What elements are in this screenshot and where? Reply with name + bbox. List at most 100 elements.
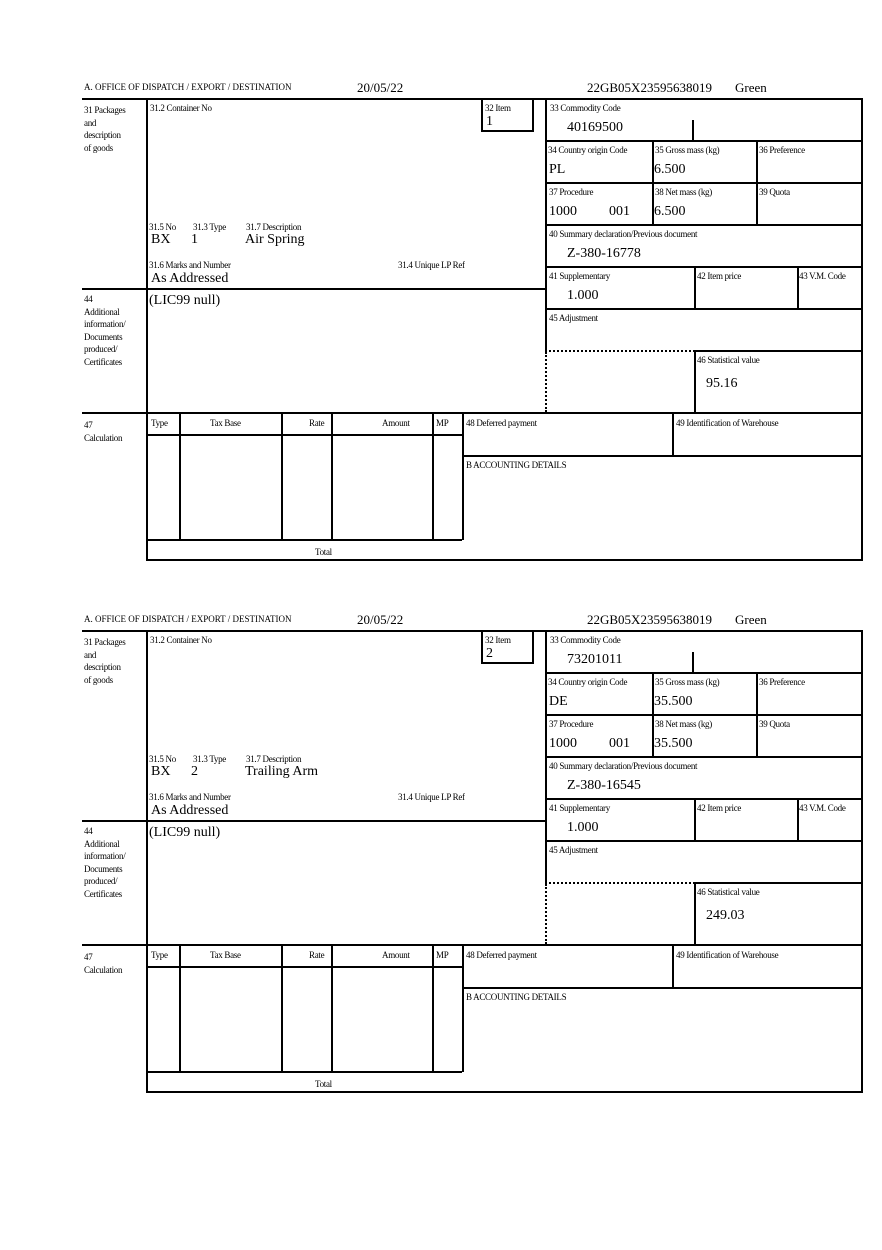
supplementary-label: 41 Supplementary (549, 271, 610, 281)
calc-col-type: Type (151, 950, 168, 960)
divider (146, 559, 863, 561)
accounting-details-label: B ACCOUNTING DETAILS (466, 992, 567, 1002)
gross-mass-label: 35 Gross mass (kg) (655, 677, 720, 687)
divider (146, 539, 462, 541)
divider (797, 798, 799, 841)
unique-lp-label: 31.4 Unique LP Ref (398, 260, 465, 270)
divider (652, 140, 654, 225)
net-mass: 6.500 (654, 204, 686, 219)
divider (694, 882, 862, 884)
divider (545, 308, 862, 310)
unique-lp-label: 31.4 Unique LP Ref (398, 792, 465, 802)
statistical-value: 249.03 (706, 908, 745, 923)
marks-label: 31.6 Marks and Number (149, 260, 231, 270)
calc-col-rate: Rate (309, 950, 325, 960)
supplementary-units: 1.000 (567, 288, 599, 303)
divider (694, 798, 696, 841)
gross-mass: 6.500 (654, 162, 686, 177)
package-no: BX (151, 232, 171, 247)
divider (146, 98, 148, 561)
divider (545, 798, 862, 800)
divider (146, 1091, 863, 1093)
type-label: 31.3 Type (193, 222, 227, 232)
label-line: 47 (84, 420, 93, 430)
net-mass-label: 38 Net mass (kg) (655, 187, 712, 197)
supplementary-units: 1.000 (567, 820, 599, 835)
divider (545, 672, 862, 674)
label-line: Documents (84, 863, 123, 874)
box31-label: 31 Packages and description of goods (84, 104, 126, 154)
country-code: DE (549, 694, 568, 709)
divider (672, 945, 674, 988)
item-label: 32 Item (485, 635, 511, 645)
label-line: Additional (84, 306, 120, 317)
accounting-details-label: B ACCOUNTING DETAILS (466, 460, 567, 470)
goods-description: Air Spring (245, 232, 305, 247)
marks-value: As Addressed (151, 271, 229, 286)
divider (692, 652, 694, 673)
divider (146, 630, 148, 1093)
calc-col-amount: Amount (382, 950, 410, 960)
statistical-value-label: 46 Statistical value (697, 887, 760, 897)
calc-col-type: Type (151, 418, 168, 428)
country-label: 34 Country origin Code (548, 677, 628, 687)
label-line: information/ (84, 319, 126, 329)
box31-label: 31 Packages and description of goods (84, 636, 126, 686)
goods-description: Trailing Arm (245, 764, 318, 779)
divider (694, 266, 696, 309)
container-no-label: 31.2 Container No (150, 635, 212, 645)
divider (481, 662, 534, 664)
divider (545, 224, 862, 226)
divider (694, 350, 862, 352)
package-no: BX (151, 764, 171, 779)
divider (545, 884, 547, 944)
label-line: 47 (84, 952, 93, 962)
commodity-code: 40169500 (567, 120, 623, 135)
commodity-code: 73201011 (567, 652, 623, 667)
calc-col-tax-base: Tax Base (210, 418, 241, 428)
divider (692, 120, 694, 141)
divider (532, 99, 534, 131)
divider (82, 630, 863, 632)
commodity-label: 33 Commodity Code (550, 635, 621, 645)
date: 20/05/22 (357, 612, 404, 627)
box47-label: 47 Calculation (84, 951, 123, 976)
divider (462, 945, 464, 1072)
label-line: and (84, 649, 97, 660)
label-line: 44 (84, 826, 93, 836)
total-label: Total (315, 547, 332, 557)
label-line: and (84, 117, 97, 128)
divider (331, 413, 333, 540)
summary-label: 40 Summary declaration/Previous document (549, 229, 698, 239)
item-number: 2 (486, 646, 493, 661)
marks-label: 31.6 Marks and Number (149, 792, 231, 802)
reference-number: 22GB05X23595638019 (587, 612, 712, 627)
no-label: 31.5 No (149, 222, 176, 232)
procedure-ext: 001 (609, 736, 630, 751)
office-heading: A. OFFICE OF DISPATCH / EXPORT / DESTINA… (84, 82, 292, 92)
divider (545, 140, 862, 142)
label-line: produced/ (84, 876, 118, 886)
divider (756, 672, 758, 757)
calc-col-mp: MP (436, 418, 449, 428)
summary-document: Z-380-16545 (567, 778, 641, 793)
divider (481, 99, 483, 131)
label-line: 31 Packages (84, 105, 126, 115)
label-line: Certificates (84, 356, 122, 367)
divider (432, 413, 434, 540)
marks-value: As Addressed (151, 803, 229, 818)
container-no-label: 31.2 Container No (150, 103, 212, 113)
divider (694, 350, 696, 413)
statistical-value: 95.16 (706, 376, 738, 391)
divider (694, 882, 696, 945)
divider (545, 714, 862, 716)
label-line: information/ (84, 851, 126, 861)
statistical-value-label: 46 Statistical value (697, 355, 760, 365)
label-line: produced/ (84, 344, 118, 354)
divider (797, 266, 799, 309)
net-mass-label: 38 Net mass (kg) (655, 719, 712, 729)
divider (545, 352, 547, 412)
item-price-label: 42 Item price (697, 803, 742, 813)
label-line: description (84, 130, 121, 140)
total-label: Total (315, 1079, 332, 1089)
